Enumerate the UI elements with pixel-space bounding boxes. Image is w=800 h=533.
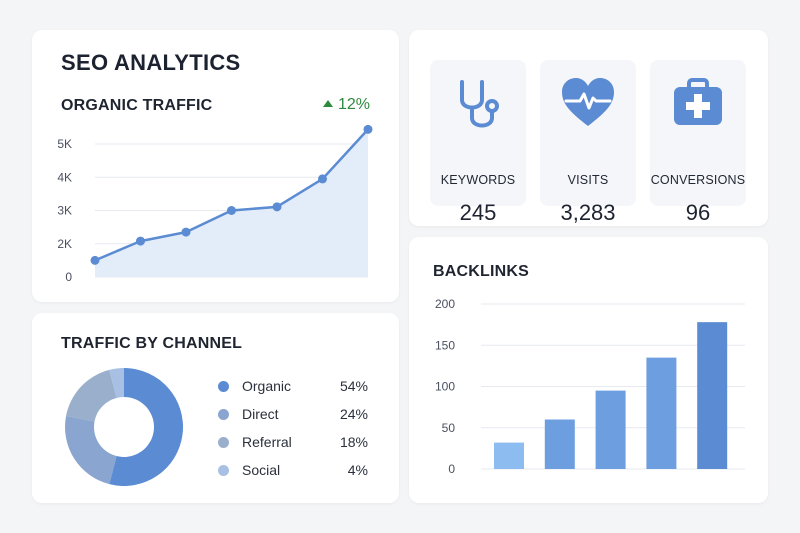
heart-pulse-icon — [562, 78, 614, 126]
legend-value: 4% — [347, 462, 368, 478]
kpi-value: 3,283 — [560, 200, 616, 225]
bar-5[interactable] — [697, 322, 728, 469]
bar-3[interactable] — [595, 390, 626, 469]
data-point[interactable] — [181, 227, 191, 237]
y-tick-label: 3K — [57, 204, 72, 218]
data-point[interactable] — [272, 202, 282, 212]
legend-item-organic[interactable]: Organic 54% — [218, 377, 368, 397]
bar-1[interactable] — [494, 442, 524, 469]
traffic-area — [95, 129, 368, 277]
legend-swatch — [218, 409, 229, 420]
kpi-label: KEYWORDS — [440, 173, 516, 187]
organic-traffic-chart: 0 2K 3K 4K 5K — [57, 124, 373, 284]
legend-item-direct[interactable]: Direct 24% — [218, 405, 368, 425]
legend-swatch — [218, 465, 229, 476]
kpi-label: CONVERSIONS — [650, 173, 746, 187]
donut-slice-referral[interactable] — [66, 369, 117, 422]
traffic-change-indicator: 12% — [322, 96, 370, 114]
legend-label: Social — [242, 462, 281, 478]
data-point[interactable] — [363, 124, 373, 134]
organic-traffic-title: ORGANIC TRAFFIC — [61, 97, 213, 114]
kpi-value: 245 — [459, 200, 497, 225]
y-tick-label: 150 — [435, 338, 455, 352]
arrow-up-icon — [322, 100, 333, 107]
legend-label: Organic — [242, 378, 292, 394]
donut-slice-direct[interactable] — [65, 415, 117, 485]
y-tick-label: 100 — [435, 380, 455, 394]
data-point[interactable] — [136, 236, 145, 246]
y-tick-label: 4K — [57, 170, 72, 184]
bar-2[interactable] — [544, 419, 575, 470]
y-tick-label: 50 — [442, 421, 456, 435]
legend-value: 54% — [339, 378, 368, 394]
traffic-change-value: 12% — [337, 96, 370, 113]
backlinks-bar-chart: 0 50 100 150 200 — [435, 297, 745, 476]
y-tick-label: 0 — [448, 462, 455, 476]
kpi-label: VISITS — [567, 173, 609, 187]
medical-kit-icon — [674, 78, 722, 125]
page-title: SEO ANALYTICS — [61, 50, 241, 75]
legend-item-social[interactable]: Social 4% — [218, 461, 368, 481]
kpi-card: KEYWORDS 245 VISITS 3,283 CONVERSIONS 96 — [409, 30, 768, 226]
legend-value: 18% — [339, 434, 368, 450]
kpi-visits[interactable]: VISITS 3,283 — [540, 60, 636, 225]
stethoscope-icon — [460, 80, 499, 128]
data-point[interactable] — [227, 206, 236, 215]
legend-label: Referral — [242, 434, 292, 450]
legend-item-referral[interactable]: Referral 18% — [218, 433, 368, 453]
data-point[interactable] — [318, 174, 327, 184]
kpi-keywords[interactable]: KEYWORDS 245 — [430, 60, 526, 225]
traffic-by-channel-title: TRAFFIC BY CHANNEL — [61, 335, 243, 352]
bar-4[interactable] — [646, 357, 677, 469]
backlinks-card: BACKLINKS 0 50 100 150 200 — [409, 237, 768, 503]
channel-donut-chart — [65, 368, 183, 486]
legend-swatch — [218, 381, 229, 392]
data-point[interactable] — [90, 255, 100, 265]
donut-slice-social[interactable] — [109, 368, 124, 398]
legend-label: Direct — [242, 406, 279, 422]
y-tick-label: 5K — [57, 137, 72, 151]
backlinks-title: BACKLINKS — [433, 263, 530, 280]
y-tick-label: 2K — [57, 237, 72, 251]
legend-swatch — [218, 437, 229, 448]
donut-slice-organic[interactable] — [109, 368, 183, 486]
kpi-value: 96 — [685, 200, 711, 225]
traffic-by-channel-card: TRAFFIC BY CHANNEL Organic 54% Direct 24% Re… — [32, 313, 399, 503]
legend-value: 24% — [339, 406, 368, 422]
y-tick-label: 200 — [435, 297, 455, 311]
y-tick-label: 0 — [65, 270, 72, 284]
organic-traffic-card: SEO ANALYTICS ORGANIC TRAFFIC 12% 0 2K 3K 4… — [32, 30, 399, 302]
kpi-conversions[interactable]: CONVERSIONS 96 — [650, 60, 746, 225]
